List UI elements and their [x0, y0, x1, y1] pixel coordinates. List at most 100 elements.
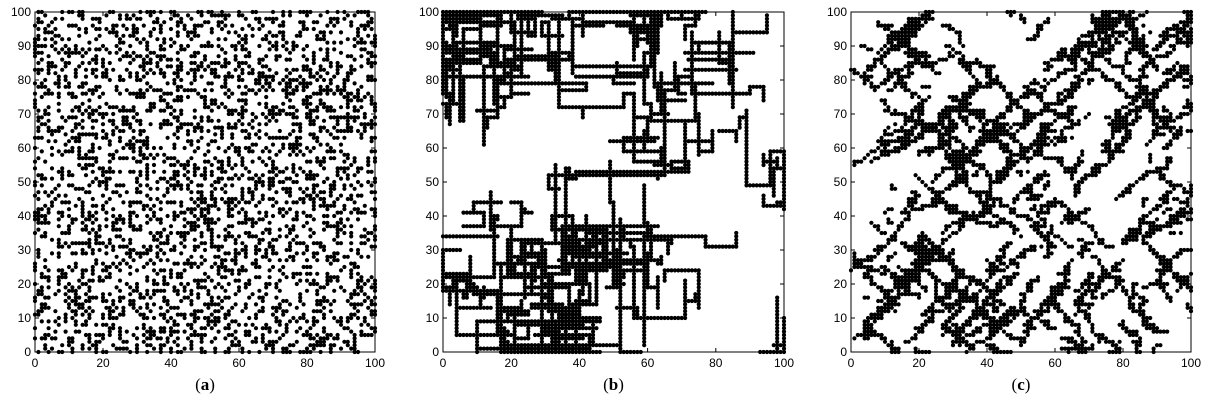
data-point	[737, 30, 742, 35]
data-point	[447, 26, 452, 32]
data-point	[182, 268, 187, 273]
data-point	[529, 16, 534, 21]
data-point	[539, 247, 544, 253]
data-point	[590, 230, 596, 236]
data-point	[233, 54, 238, 59]
data-point	[277, 234, 282, 239]
data-point	[87, 105, 92, 110]
data-point	[148, 336, 153, 341]
data-point	[631, 285, 637, 290]
data-point	[366, 305, 371, 310]
data-point	[550, 173, 555, 178]
data-point	[73, 298, 78, 304]
data-point	[522, 258, 527, 263]
data-point	[189, 298, 194, 304]
data-point	[219, 20, 225, 25]
data-point	[90, 162, 95, 168]
data-point	[206, 292, 211, 297]
data-point	[131, 169, 136, 174]
data-point	[631, 288, 637, 293]
data-point	[233, 278, 238, 283]
data-point	[515, 224, 521, 229]
data-point	[301, 302, 306, 307]
data-point	[577, 319, 582, 324]
data-point	[325, 203, 330, 208]
data-point	[294, 173, 299, 178]
data-point	[277, 207, 282, 212]
data-point	[648, 57, 654, 62]
data-point	[311, 54, 316, 59]
data-point	[46, 91, 51, 96]
data-point	[447, 285, 452, 290]
data-point	[264, 74, 269, 79]
data-point	[206, 142, 211, 147]
data-point	[577, 105, 582, 110]
data-point	[730, 81, 735, 86]
data-point	[243, 47, 248, 52]
data-point	[696, 275, 701, 280]
data-point	[226, 71, 231, 76]
data-point	[325, 224, 330, 229]
data-point	[158, 247, 163, 253]
data-point	[328, 224, 333, 229]
data-point	[720, 50, 725, 55]
data-point	[223, 169, 228, 174]
data-point	[100, 128, 106, 134]
data-point	[560, 336, 565, 341]
data-point	[199, 234, 204, 239]
data-point	[97, 227, 102, 232]
data-point	[607, 183, 613, 188]
data-point	[614, 268, 620, 273]
data-point	[240, 128, 245, 134]
data-point	[611, 251, 616, 256]
data-point	[104, 305, 109, 310]
data-point	[349, 162, 354, 168]
data-point	[240, 37, 245, 42]
data-point	[264, 281, 269, 287]
data-point	[451, 278, 456, 283]
data-point	[526, 312, 531, 317]
data-point	[495, 298, 500, 304]
data-point	[546, 186, 551, 191]
data-point	[270, 312, 276, 317]
data-point	[189, 210, 194, 215]
data-point	[308, 108, 313, 113]
data-point	[73, 74, 78, 79]
data-point	[451, 88, 456, 93]
data-point	[223, 234, 228, 239]
data-point	[471, 16, 476, 21]
data-point	[134, 227, 140, 232]
data-point	[519, 57, 524, 62]
data-point	[36, 254, 41, 259]
data-point	[270, 74, 276, 79]
data-point	[182, 346, 187, 351]
data-point	[485, 275, 490, 280]
data-point	[515, 16, 521, 21]
data-point	[192, 200, 197, 205]
data-point	[454, 295, 459, 300]
data-point	[522, 254, 527, 259]
data-point	[553, 241, 558, 246]
data-point	[192, 77, 197, 83]
data-point	[342, 16, 347, 21]
data-point	[362, 26, 367, 32]
data-point	[83, 162, 89, 168]
data-point	[560, 247, 565, 253]
data-point	[345, 298, 350, 304]
data-point	[580, 108, 585, 113]
data-point	[594, 241, 599, 246]
data-point	[332, 237, 337, 242]
data-point	[519, 210, 524, 215]
data-point	[134, 343, 140, 348]
data-point	[165, 190, 170, 195]
data-point	[131, 302, 136, 307]
data-point	[529, 346, 534, 351]
data-point	[134, 288, 140, 293]
data-point	[111, 67, 116, 72]
data-point	[457, 91, 463, 96]
data-point	[104, 210, 109, 215]
data-point	[492, 271, 497, 276]
data-point	[461, 57, 466, 62]
data-point	[492, 244, 497, 249]
y-tick-label: 100	[11, 5, 31, 19]
